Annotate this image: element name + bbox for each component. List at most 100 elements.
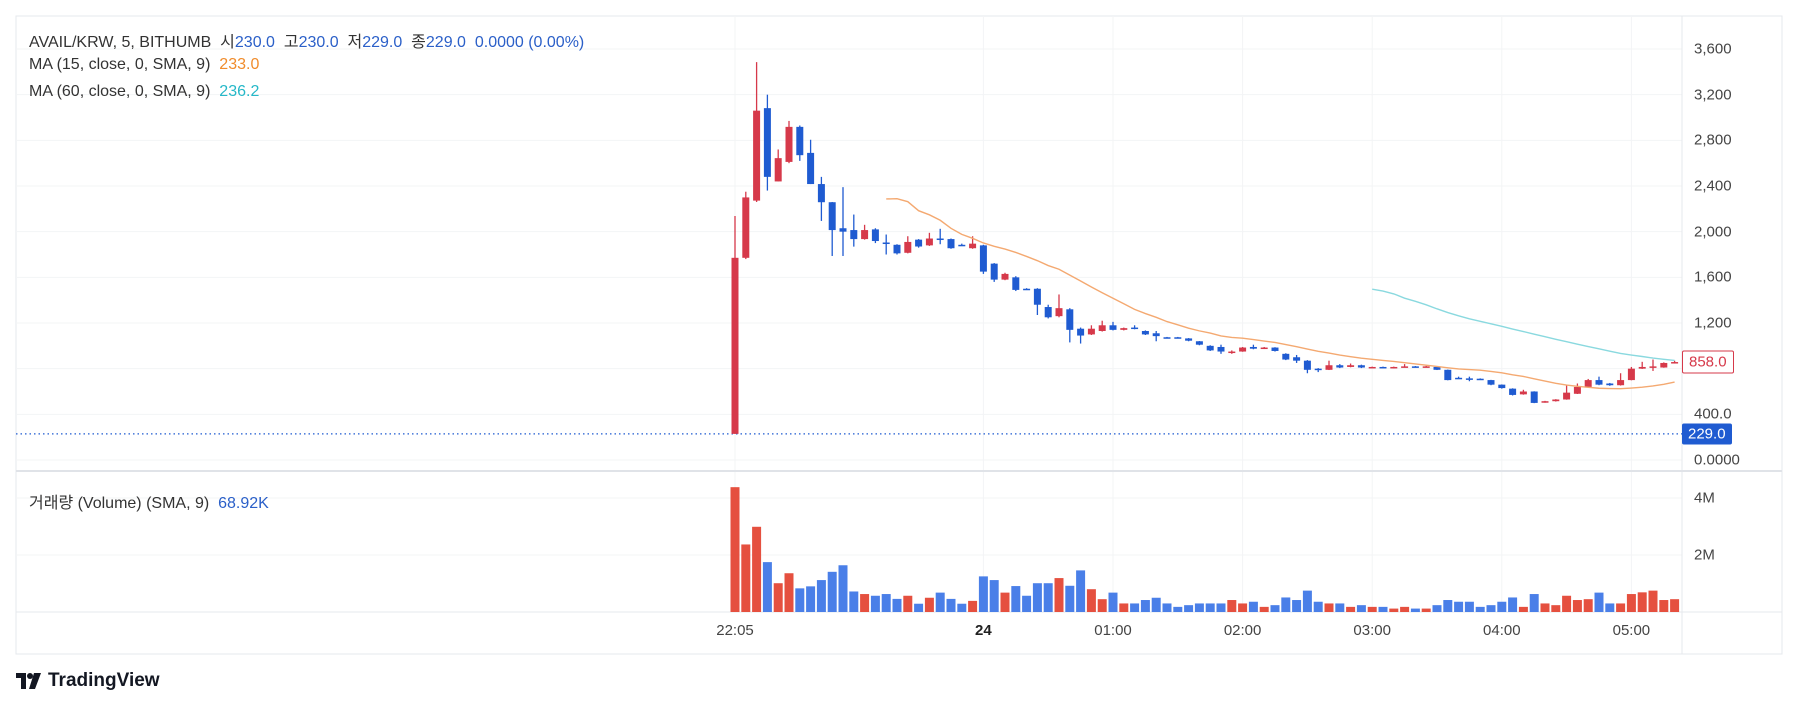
volume-bar (730, 487, 740, 612)
candle-body (1120, 328, 1128, 330)
ma15-legend[interactable]: MA (15, close, 0, SMA, 9) 233.0 (29, 56, 259, 74)
candle-body (1552, 399, 1560, 402)
price-tick-label: 1,200 (1694, 314, 1732, 332)
candle-body (807, 152, 815, 185)
volume-bar (1097, 599, 1107, 612)
candle-body (1357, 365, 1365, 368)
candle-body (861, 230, 869, 240)
volume-bar (1162, 603, 1172, 612)
time-tick-label: 24 (975, 622, 992, 639)
low-value: 229.0 (362, 34, 403, 51)
volume-label: 거래량 (Volume) (SMA, 9) (29, 495, 210, 512)
volume-bar (978, 576, 988, 612)
low-label: 저 (347, 34, 363, 51)
volume-bar (816, 580, 826, 612)
volume-bar (1205, 603, 1215, 612)
candle-body (763, 108, 771, 177)
price-tick-label: 0.0000 (1694, 451, 1740, 469)
volume-bar (1248, 601, 1258, 612)
candle-body (1347, 365, 1355, 367)
open-label: 시 (220, 34, 235, 51)
volume-bar (1043, 583, 1053, 612)
candle-body (1195, 341, 1203, 345)
volume-bar (1238, 603, 1248, 612)
candle-body (1541, 401, 1549, 403)
ma60-value: 236.2 (219, 83, 260, 100)
volume-value: 68.92K (218, 495, 269, 512)
candle-body (1174, 337, 1182, 339)
volume-bar (1454, 601, 1464, 612)
candle-body (1627, 368, 1635, 381)
candle-body (1368, 366, 1376, 369)
volume-bar (1389, 608, 1399, 612)
volume-bar (1475, 606, 1485, 612)
volume-bar (1670, 599, 1680, 612)
candle-body (1087, 328, 1095, 335)
volume-bar (1605, 603, 1615, 612)
candle-body (1595, 380, 1603, 385)
ma60-label: MA (60, close, 0, SMA, 9) (29, 83, 211, 100)
candle-body (1325, 365, 1333, 370)
volume-bar (1551, 605, 1561, 612)
price-tick-label: 2,400 (1694, 177, 1732, 195)
candle-body (828, 202, 836, 231)
candle-body (1023, 288, 1031, 291)
volume-bar (1140, 600, 1150, 612)
candle-body (1422, 366, 1430, 368)
candle-body (839, 228, 847, 232)
ma15-label: MA (15, close, 0, SMA, 9) (29, 56, 211, 73)
volume-bar (1637, 592, 1647, 612)
candle-body (1401, 366, 1409, 368)
volume-bar (989, 580, 999, 612)
candle-body (1055, 308, 1063, 317)
volume-bar (1281, 597, 1291, 612)
candle-body (1282, 353, 1290, 360)
volume-bar (1432, 605, 1442, 612)
volume-bar (1464, 601, 1474, 612)
candle-body (1066, 309, 1074, 330)
ma15-value: 233.0 (219, 56, 260, 73)
volume-bar (1443, 600, 1453, 612)
volume-bar (1356, 605, 1366, 612)
volume-bar (1000, 592, 1010, 612)
volume-bar (1216, 603, 1226, 612)
volume-bar (795, 588, 805, 612)
candle-body (979, 245, 987, 272)
volume-bar (1227, 600, 1237, 612)
volume-bar (762, 562, 772, 612)
volume-bar (838, 565, 848, 612)
volume-bar (1108, 592, 1118, 612)
tradingview-logo[interactable]: TradingView (16, 670, 160, 692)
volume-bar (968, 600, 978, 612)
volume-tick-label: 4M (1694, 489, 1715, 507)
candle-body (1077, 328, 1085, 336)
volume-bar (1302, 590, 1312, 612)
candle-body (1390, 366, 1398, 369)
volume-bar (1497, 601, 1507, 612)
volume-bar (1065, 585, 1075, 612)
volume-legend[interactable]: 거래량 (Volume) (SMA, 9) 68.92K (29, 489, 269, 513)
candle-body (1671, 362, 1679, 364)
candle-body (1012, 277, 1020, 290)
volume-bar (881, 594, 891, 612)
volume-bar (1529, 594, 1539, 612)
candle-body (1649, 366, 1657, 368)
volume-bar (741, 544, 751, 612)
candle-body (1260, 347, 1268, 350)
volume-bar (1086, 589, 1096, 612)
candle-body (1228, 351, 1236, 354)
candle-body (1509, 388, 1517, 395)
ma60-legend[interactable]: MA (60, close, 0, SMA, 9) 236.2 (29, 83, 259, 101)
high-label: 고 (283, 34, 299, 51)
symbol-label: AVAIL/KRW, 5, BITHUMB (29, 34, 212, 51)
volume-bar (1259, 606, 1269, 612)
volume-bar (1648, 590, 1658, 612)
candle-body (1163, 337, 1171, 339)
candle-body (1455, 377, 1463, 380)
volume-bar (935, 592, 945, 612)
volume-bar (903, 595, 913, 612)
volume-bar (1562, 595, 1572, 612)
candle-body (1433, 366, 1441, 370)
candle-body (1109, 325, 1117, 330)
